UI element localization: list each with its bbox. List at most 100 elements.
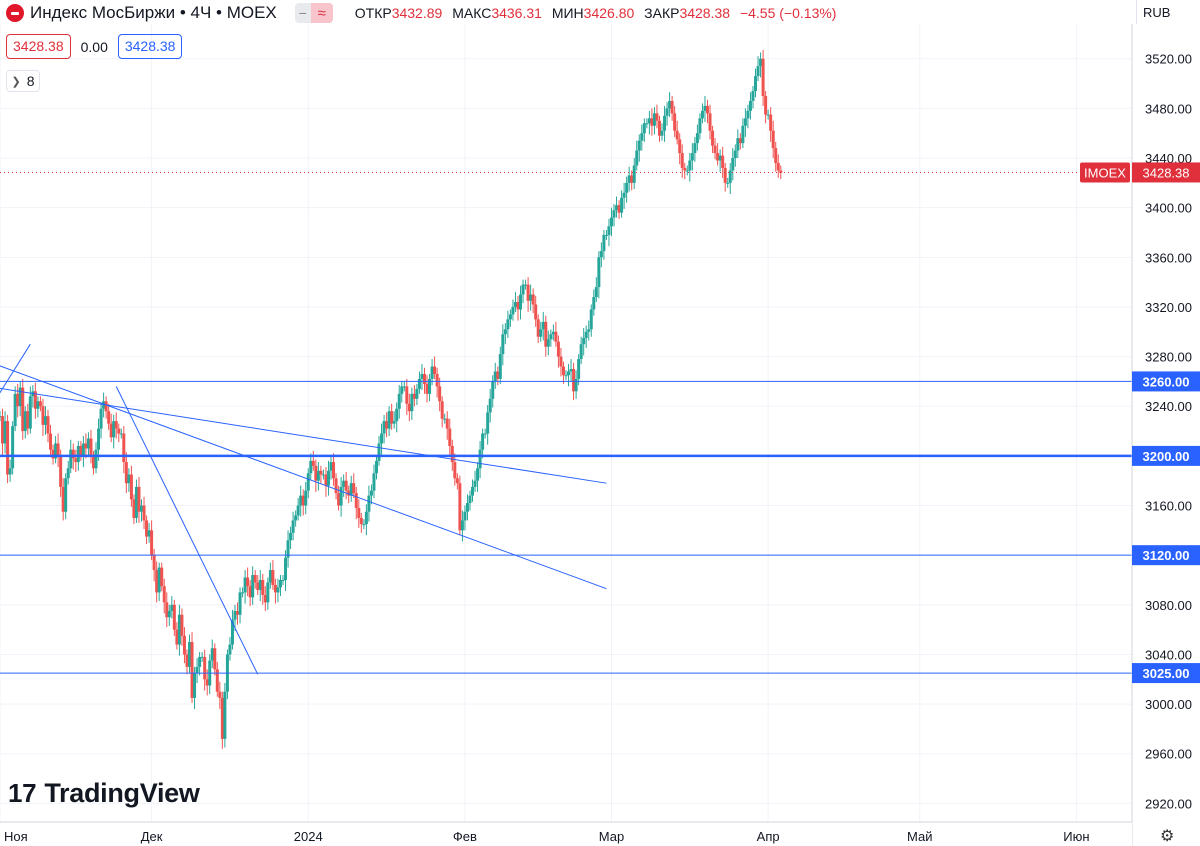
candle-body (759, 58, 763, 67)
candle-body (86, 438, 90, 449)
candle-body (407, 403, 411, 412)
last-price-tag: IMOEX 3428.38 (1080, 162, 1200, 183)
candle-body (119, 433, 123, 435)
candle-body (652, 113, 656, 126)
trend-line (0, 343, 31, 394)
level-tag-background (1132, 545, 1200, 566)
chevron-right-icon: ❯ (11, 75, 21, 88)
candle-body (726, 182, 730, 184)
approx-wave-icon[interactable]: ≈ (310, 3, 333, 23)
level-tag-background (1132, 371, 1200, 392)
candle-body (334, 478, 338, 494)
candle-body (109, 423, 113, 438)
candle-body (592, 297, 596, 310)
candle-body (428, 378, 432, 394)
candle-body (574, 378, 578, 392)
candle-body (261, 579, 265, 595)
candle-body (248, 586, 252, 598)
indicators-toggle[interactable]: ❯ 8 (6, 70, 40, 92)
candle-body (372, 473, 376, 491)
candle-body (271, 570, 275, 585)
candle-body (508, 314, 512, 320)
candle-body (402, 386, 406, 388)
candle-body (496, 371, 500, 379)
candle-body (124, 462, 128, 484)
candle-body (309, 460, 313, 474)
candle-body (602, 234, 606, 252)
ohlc-label-close: ЗАКР (644, 5, 680, 21)
trade-row: 3428.38 0.00 3428.38 (6, 34, 183, 59)
candle-body (430, 366, 434, 379)
candle-body (526, 284, 530, 301)
candle-body (127, 474, 131, 484)
price-tick-label: 3240.00 (1145, 399, 1192, 414)
gear-icon[interactable]: ⚙ (1160, 828, 1175, 845)
candle-body (218, 691, 222, 698)
candle-body (84, 443, 88, 449)
candle-body (104, 401, 108, 412)
candle-body (1, 416, 5, 444)
candle-body (554, 331, 558, 342)
candle-body (198, 656, 202, 667)
ohlc-label-high: МАКС (452, 5, 492, 21)
candle-body (410, 393, 414, 412)
candle-body (59, 455, 63, 487)
candle-body (415, 388, 419, 399)
candle-body (524, 284, 528, 286)
candle-body (142, 505, 146, 521)
tradingview-logo[interactable]: 17 TradingView (8, 778, 200, 809)
candle-body (655, 113, 659, 121)
candle-body (223, 691, 227, 739)
candle-body (304, 490, 308, 506)
candle-body (228, 644, 232, 655)
candle-body (668, 100, 672, 109)
candle-body (349, 483, 353, 496)
candle-body (460, 520, 464, 531)
candle-body (33, 391, 37, 409)
ohlc-value-high: 3436.31 (491, 5, 542, 21)
candle-body (321, 474, 325, 476)
symbol-title[interactable]: Индекс МосБиржи • 4Ч • MOEX (30, 3, 277, 22)
time-axis: Ноя Дек 2024 Фев Мар Апр Май Июн (4, 829, 1090, 844)
compare-toggle[interactable]: − ≈ (294, 3, 333, 23)
time-tick-label: Мар (599, 829, 624, 844)
currency-label[interactable]: RUB (1136, 0, 1200, 24)
candle-body (291, 520, 295, 533)
candle-body (587, 329, 591, 332)
candle-body (657, 120, 661, 136)
moex-logo-icon (6, 4, 24, 22)
candle-body (324, 474, 328, 486)
candle-body (69, 449, 73, 469)
candle-body (357, 508, 361, 518)
candle-body (723, 167, 727, 183)
candle-body (286, 540, 290, 558)
candle-body (26, 411, 30, 429)
candle-body (425, 383, 429, 394)
buy-button[interactable]: 3428.38 (117, 34, 183, 59)
candle-body (579, 344, 583, 360)
candle-body (215, 669, 219, 692)
indicators-count: 8 (26, 73, 35, 89)
candle-body (405, 386, 409, 404)
candle-body (150, 530, 154, 556)
candle-body (486, 412, 490, 434)
candle-body (51, 449, 55, 459)
candle-body (640, 133, 644, 141)
ohlc-value-open: 3432.89 (391, 5, 443, 21)
candle-body (703, 105, 707, 111)
candle-body (519, 294, 523, 310)
candle-body (453, 462, 457, 479)
candle-body (463, 511, 467, 521)
candle-body (423, 373, 426, 384)
candle-body (738, 138, 742, 144)
candle-body (344, 480, 348, 491)
candle-body (289, 532, 293, 541)
sell-button[interactable]: 3428.38 (6, 34, 71, 59)
minus-icon[interactable]: − (294, 3, 311, 23)
price-tick-label: 2960.00 (1145, 747, 1192, 762)
price-tick-label: 2920.00 (1145, 796, 1192, 811)
candle-body (18, 387, 22, 407)
candle-body (433, 366, 437, 374)
horizontal-levels (0, 380, 1132, 674)
